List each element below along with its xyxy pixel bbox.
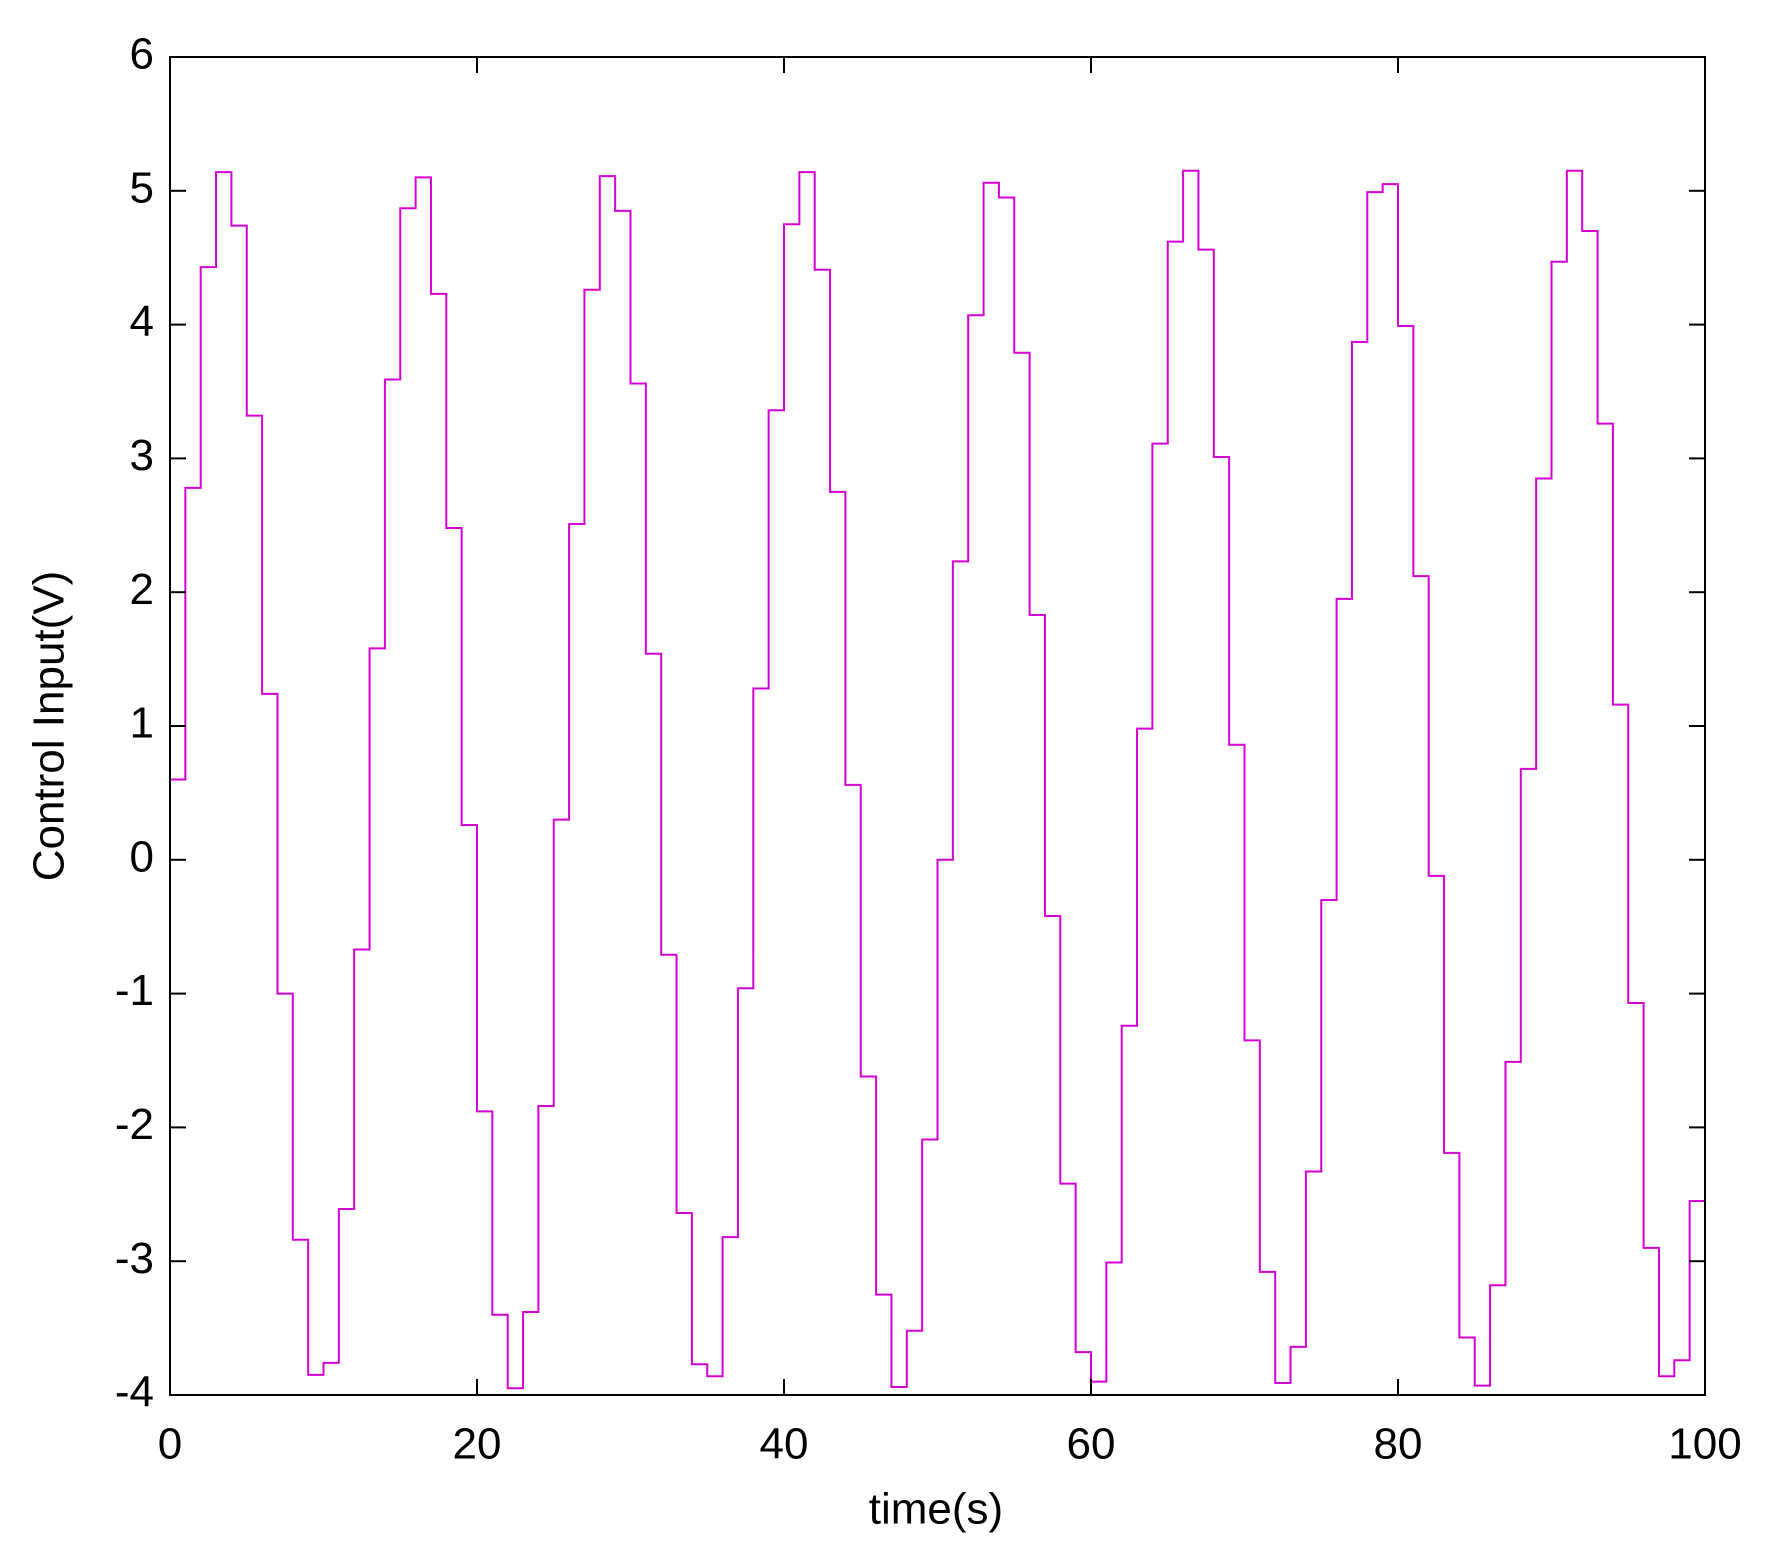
x-tick-label: 100 bbox=[1668, 1420, 1741, 1469]
x-tick-label: 0 bbox=[158, 1420, 182, 1469]
y-tick-label: 0 bbox=[130, 832, 154, 881]
y-axis-label: Control Input(V) bbox=[25, 571, 74, 882]
y-tick-label: -3 bbox=[115, 1234, 154, 1283]
x-axis-label: time(s) bbox=[869, 1485, 1003, 1534]
data-line bbox=[170, 169, 1706, 1390]
y-tick-label: -4 bbox=[115, 1368, 154, 1417]
y-tick-label: -2 bbox=[115, 1100, 154, 1149]
y-tick-label: 3 bbox=[130, 431, 154, 480]
x-tick-label: 80 bbox=[1374, 1420, 1423, 1469]
x-tick-label: 60 bbox=[1067, 1420, 1116, 1469]
y-tick-label: 6 bbox=[130, 30, 154, 79]
x-tick-label: 20 bbox=[453, 1420, 502, 1469]
y-tick-label: 1 bbox=[130, 699, 154, 748]
y-tick-label: -1 bbox=[115, 966, 154, 1015]
x-tick-label: 40 bbox=[760, 1420, 809, 1469]
y-tick-label: 2 bbox=[130, 565, 154, 614]
y-tick-label: 4 bbox=[130, 297, 154, 346]
y-tick-label: 5 bbox=[130, 163, 154, 212]
